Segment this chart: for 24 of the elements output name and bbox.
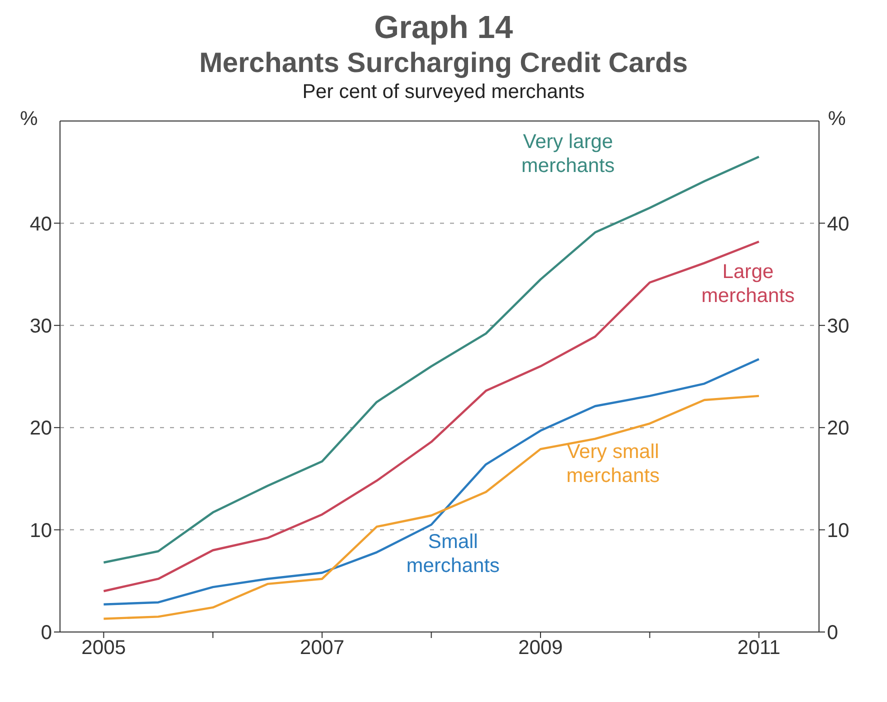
series-label: Small merchants [406,531,500,577]
chart-title: Graph 14 Merchants Surcharging Credit Cards [198,8,689,80]
line-series [102,394,760,620]
x-tick-label: 2005 [81,637,126,660]
y-tick-label: 30 [30,316,52,338]
series-label: Very small merchants [566,441,660,487]
x-tick-label: 2007 [300,637,344,660]
line-series [102,358,760,606]
y-tick-label: 20 [30,418,52,440]
series-label: Large merchants [701,261,795,307]
y2-tick-label: 40 [827,213,850,236]
y2-axis-title: % [828,108,846,131]
y-tick-label: 40 [30,213,52,236]
x-tick-label: 2009 [518,637,563,660]
y2-tick-label: 30 [827,316,850,338]
y-tick-label: 10 [30,520,52,542]
y-tick-label: 0 [40,622,52,644]
y2-tick-label: 0 [827,622,838,644]
x-tick-label: 2011 [737,637,780,660]
text: Very large merchants [521,131,615,177]
y2-tick-label: 20 [827,418,850,440]
y-axis-title: % [20,108,38,131]
chart-subtitle: Per cent of surveyed merchants [301,80,586,104]
y2-tick-label: 10 [827,520,850,542]
